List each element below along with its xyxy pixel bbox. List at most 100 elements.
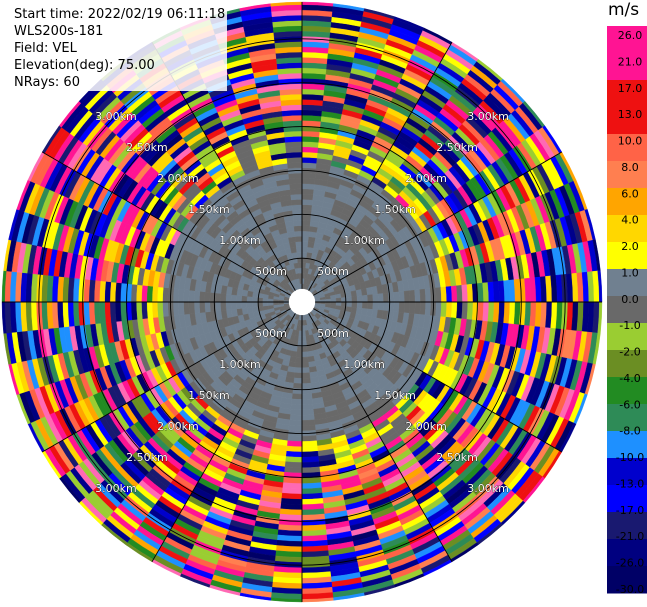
velocity-gate [424, 301, 432, 316]
velocity-gate [301, 419, 316, 426]
velocity-gate [345, 291, 352, 298]
velocity-gate [301, 220, 311, 227]
velocity-gate [301, 377, 311, 384]
velocity-gate [477, 282, 484, 303]
velocity-gate [178, 301, 185, 316]
velocity-gate [301, 356, 309, 363]
colorbar-tick-label: -4.0 [619, 372, 640, 385]
velocity-gate [225, 293, 232, 303]
range-ring-label: 3.00km [467, 482, 509, 495]
range-ring-label: 2.50km [436, 141, 478, 154]
instrument-id: WLS200s-181 [12, 23, 228, 40]
azimuth-spoke [151, 313, 296, 563]
velocity-gate [230, 301, 237, 310]
colorbar-tick-label: 0.0 [621, 293, 639, 306]
velocity-gate [325, 298, 332, 303]
velocity-gate [204, 291, 211, 303]
velocity-gate [301, 120, 322, 127]
velocity-gate [225, 301, 232, 311]
velocity-gate [285, 450, 303, 458]
velocity-gate [301, 188, 315, 195]
range-ring-label: 500m [317, 265, 349, 278]
colorbar-tick-label: -1.0 [619, 319, 640, 332]
velocity-gate [294, 361, 303, 368]
velocity-gate [301, 461, 320, 468]
range-ring-label: 1.00km [343, 234, 385, 247]
velocity-gate [193, 301, 201, 314]
velocity-gate [151, 301, 159, 318]
velocity-gate [293, 225, 303, 232]
colorbar-bin [607, 431, 647, 459]
velocity-gate [361, 294, 368, 303]
velocity-gate [146, 285, 154, 303]
colorbar-bin [607, 53, 647, 81]
range-ring-label: 3.00km [95, 482, 137, 495]
velocity-gate [301, 130, 321, 138]
velocity-gate [157, 301, 164, 318]
velocity-gate [466, 301, 474, 321]
nrays: NRays: 60 [12, 74, 228, 91]
velocity-gate [289, 188, 303, 195]
colorbar-tick-label: -2.0 [619, 346, 640, 359]
velocity-gate [214, 292, 222, 303]
velocity-gate [367, 301, 374, 310]
velocity-gate [141, 301, 148, 319]
velocity-gate [296, 351, 303, 358]
velocity-gate [461, 301, 468, 320]
range-ring-label: 2.00km [405, 420, 447, 433]
velocity-gate [301, 172, 316, 180]
velocity-gate [295, 241, 303, 248]
velocity-gate [199, 301, 206, 313]
colorbar-tick-label: -17.0 [616, 504, 644, 517]
velocity-gate [286, 445, 303, 453]
velocity-gate [301, 183, 315, 190]
colorbar-bin [607, 80, 647, 108]
velocity-gate [293, 372, 303, 379]
range-ring-label: 1.00km [219, 234, 261, 247]
velocity-gate [288, 424, 303, 432]
range-ring-label: 1.00km [343, 358, 385, 371]
velocity-gate [241, 295, 248, 303]
velocity-gate [130, 301, 138, 321]
velocity-gate [291, 393, 303, 400]
azimuth-spoke [308, 313, 453, 563]
velocity-gate [285, 141, 303, 148]
velocity-gate [236, 294, 243, 303]
colorbar-tick-label: -10.0 [616, 451, 644, 464]
colorbar-tick-label: 8.0 [621, 161, 639, 174]
velocity-gate [301, 151, 318, 159]
velocity-gate [335, 297, 342, 303]
velocity-gate [292, 382, 303, 390]
velocity-gate [286, 440, 303, 447]
center-blind-zone [288, 288, 316, 316]
velocity-gate [301, 136, 320, 143]
velocity-gate [456, 301, 463, 319]
colorbar-bin [607, 323, 647, 351]
velocity-gate [301, 346, 308, 353]
velocity-gate [298, 267, 303, 274]
velocity-gate [450, 285, 458, 303]
velocity-gate [289, 409, 303, 416]
velocity-gate [172, 288, 180, 303]
velocity-gate [393, 301, 400, 313]
velocity-gate [291, 398, 303, 405]
range-ring-label: 2.50km [126, 451, 168, 464]
velocity-gate [306, 345, 313, 352]
velocity-gate [301, 241, 309, 248]
velocity-gate [301, 382, 312, 390]
velocity-gate [288, 419, 303, 426]
velocity-gate [130, 283, 138, 303]
azimuth-spoke [41, 151, 291, 296]
colorbar-bin [607, 377, 647, 405]
velocity-gate [435, 287, 442, 303]
velocity-gate [295, 356, 303, 363]
velocity-gate [377, 293, 384, 303]
velocity-gate [301, 236, 310, 243]
velocity-gate [301, 146, 319, 154]
range-ring-label: 2.50km [126, 141, 168, 154]
velocity-gate [290, 403, 303, 411]
velocity-gate [301, 251, 308, 258]
velocity-gate [162, 301, 169, 317]
velocity-gate [193, 290, 201, 303]
velocity-gate [301, 466, 321, 474]
